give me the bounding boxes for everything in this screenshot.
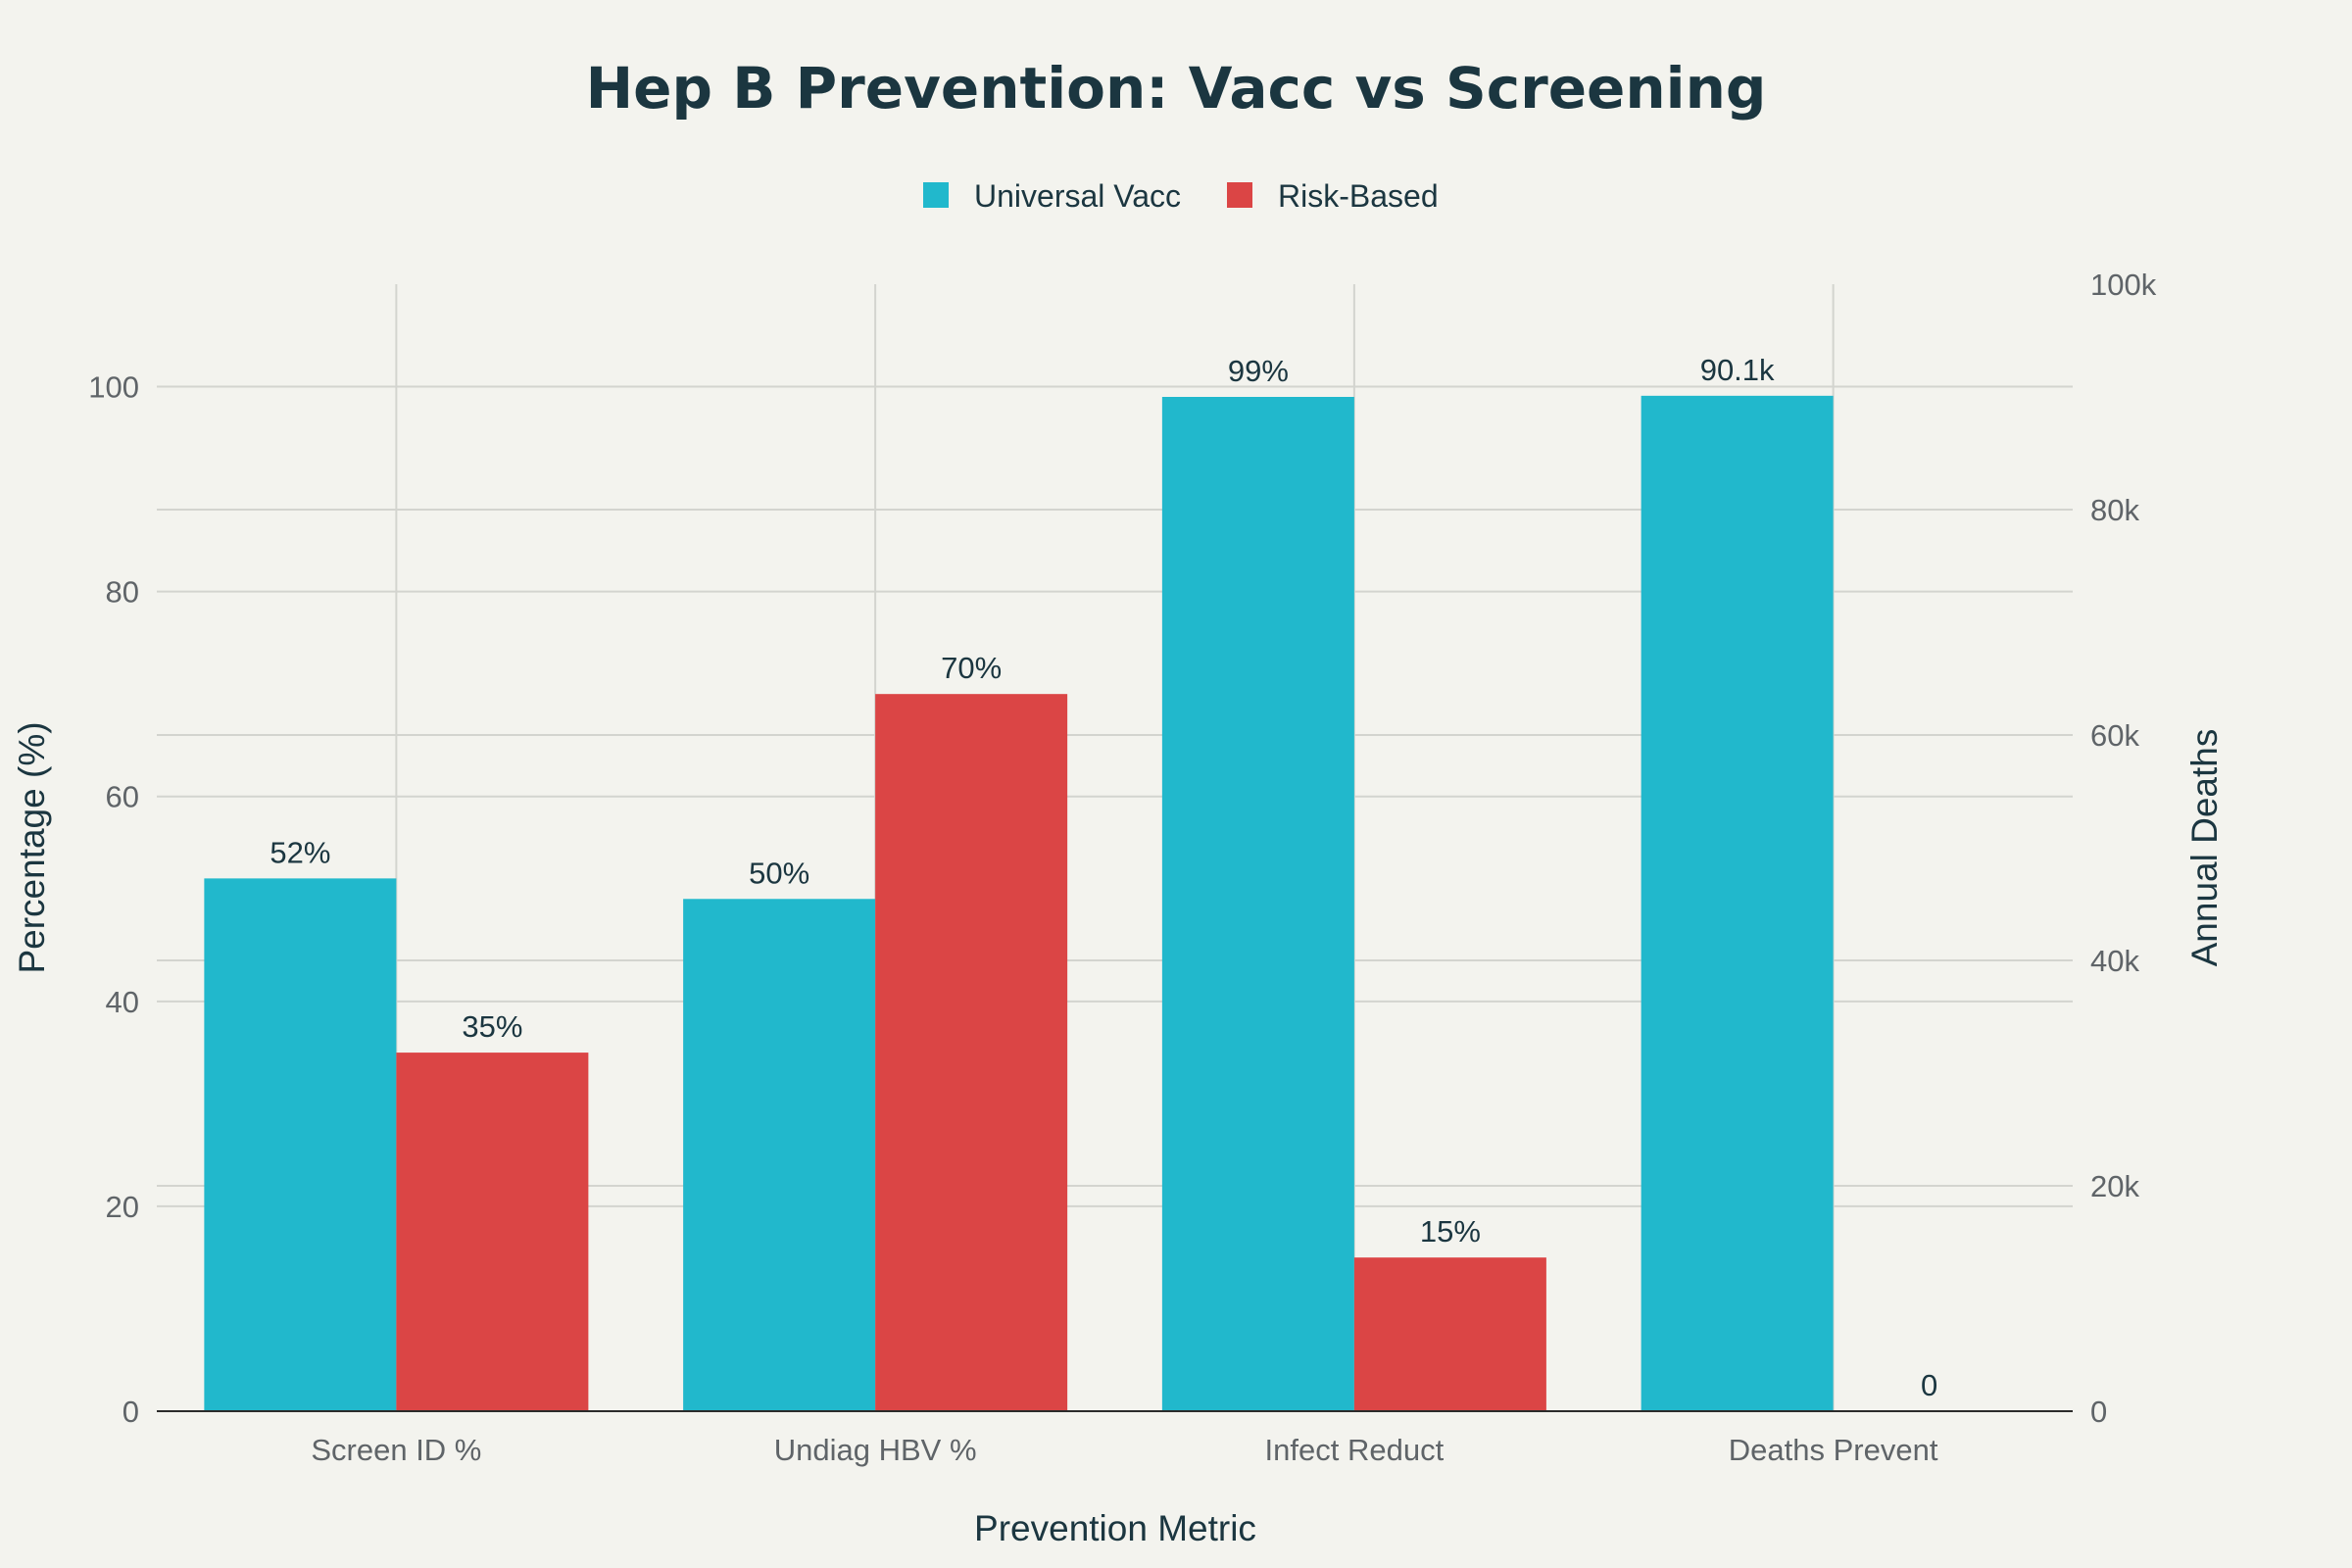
y-tick-label: 20 bbox=[106, 1190, 139, 1224]
y2-tick-label: 40k bbox=[2090, 944, 2139, 978]
legend-swatch-risk-based bbox=[1227, 182, 1252, 208]
y2-tick-label: 20k bbox=[2090, 1169, 2139, 1203]
x-tick-label: Infect Reduct bbox=[1265, 1433, 1445, 1467]
bar-universal-vacc-infect-reduct[interactable] bbox=[1161, 397, 1354, 1411]
y-tick-label: 0 bbox=[122, 1395, 139, 1429]
data-label-universal-vacc: 50% bbox=[749, 856, 809, 890]
bar-risk-based-infect-reduct[interactable] bbox=[1353, 1257, 1546, 1411]
y2-tick-label: 80k bbox=[2090, 493, 2139, 527]
y-tick-label: 100 bbox=[88, 370, 139, 405]
data-label-risk-based: 0 bbox=[1921, 1368, 1937, 1402]
legend: Universal Vacc Risk-Based bbox=[923, 178, 1439, 214]
y-tick-label: 60 bbox=[106, 780, 139, 814]
data-label-risk-based: 15% bbox=[1420, 1214, 1481, 1249]
x-tick-label: Undiag HBV % bbox=[774, 1433, 977, 1467]
data-label-universal-vacc: 90.1k bbox=[1700, 353, 1775, 387]
legend-label-universal-vacc[interactable]: Universal Vacc bbox=[974, 178, 1181, 214]
x-tick-label: Screen ID % bbox=[311, 1433, 481, 1467]
chart-title: Hep B Prevention: Vacc vs Screening bbox=[586, 55, 1767, 122]
x-tick-label: Deaths Prevent bbox=[1729, 1433, 1938, 1467]
data-label-risk-based: 70% bbox=[941, 651, 1002, 685]
y2-tick-label: 100k bbox=[2090, 268, 2157, 302]
bars bbox=[204, 395, 1834, 1412]
data-label-universal-vacc: 99% bbox=[1228, 354, 1289, 388]
axis-ticks: 0 20 40 60 80 100 0 20k 40k 60k 80k 100k Screen ID %… bbox=[88, 268, 2156, 1467]
y2-tick-label: 60k bbox=[2090, 718, 2139, 753]
legend-label-risk-based[interactable]: Risk-Based bbox=[1278, 178, 1439, 214]
bar-universal-vacc-screen-id[interactable] bbox=[204, 878, 397, 1411]
data-label-universal-vacc: 52% bbox=[270, 835, 330, 869]
y-tick-label: 40 bbox=[106, 985, 139, 1019]
legend-swatch-universal-vacc bbox=[923, 182, 949, 208]
bar-universal-vacc-undiag-hbv[interactable] bbox=[683, 899, 876, 1411]
bar-risk-based-screen-id[interactable] bbox=[396, 1053, 589, 1411]
y2-axis-title: Annual Deaths bbox=[2184, 729, 2225, 967]
y-tick-label: 80 bbox=[106, 575, 139, 610]
bar-universal-vacc-deaths-prevent[interactable] bbox=[1641, 395, 1834, 1412]
data-labels: 52% 50% 99% 90.1k 35% 70% 15% 0 bbox=[270, 353, 1937, 1402]
x-axis-title: Prevention Metric bbox=[974, 1508, 1256, 1548]
bar-risk-based-undiag-hbv[interactable] bbox=[875, 694, 1068, 1411]
y2-tick-label: 0 bbox=[2090, 1395, 2107, 1429]
y-axis-title: Percentage (%) bbox=[12, 721, 52, 973]
data-label-risk-based: 35% bbox=[462, 1009, 522, 1044]
